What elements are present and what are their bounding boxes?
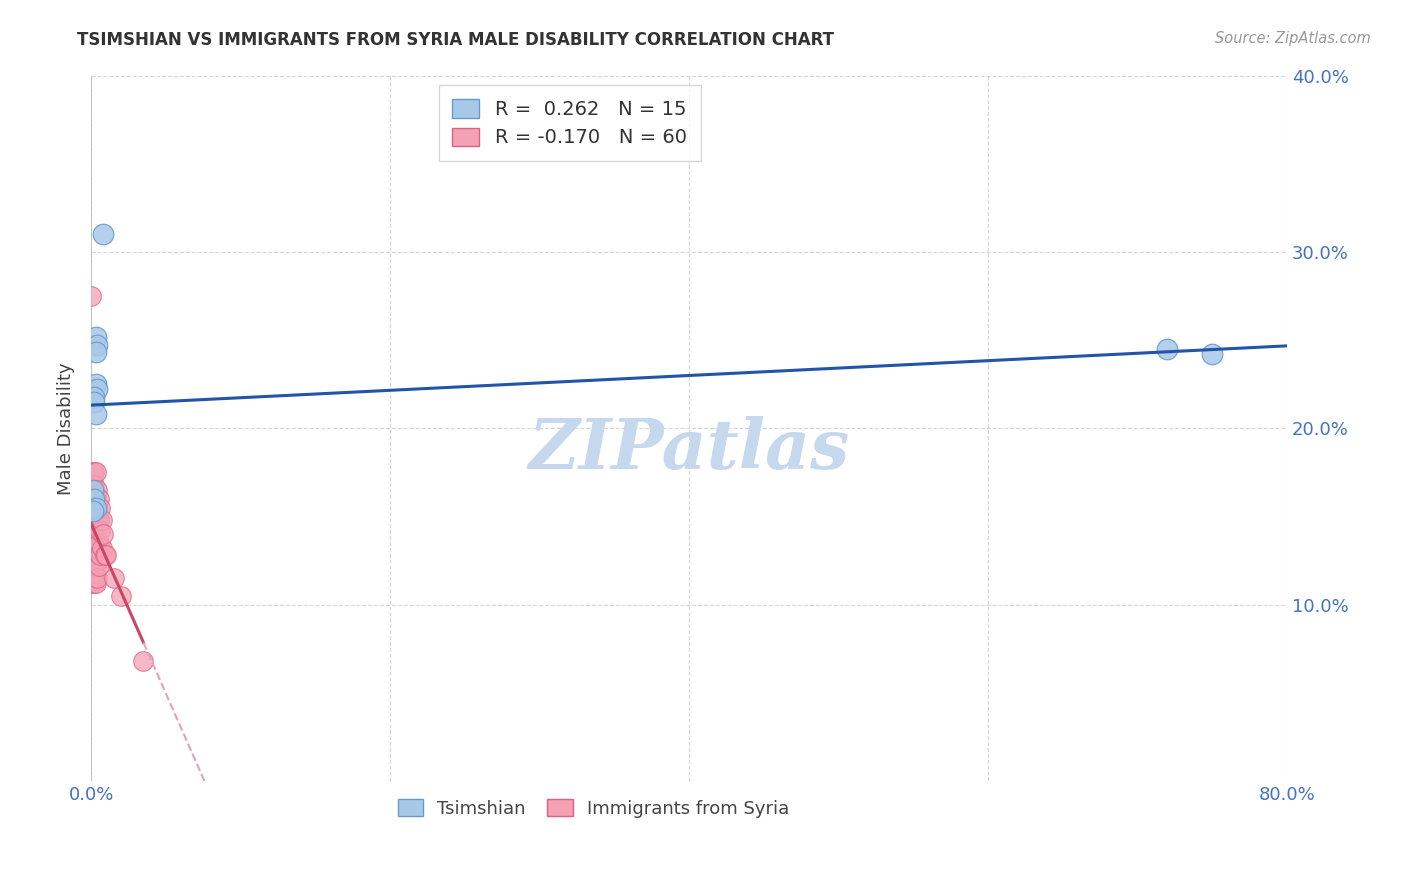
Point bbox=[82, 527, 104, 541]
Point bbox=[82, 513, 104, 527]
Point bbox=[82, 504, 104, 518]
Point bbox=[82, 566, 104, 580]
Point bbox=[82, 536, 104, 550]
Point bbox=[83, 477, 105, 491]
Point bbox=[86, 500, 108, 515]
Point bbox=[80, 558, 103, 573]
Point bbox=[86, 541, 108, 556]
Text: Source: ZipAtlas.com: Source: ZipAtlas.com bbox=[1215, 31, 1371, 46]
Point bbox=[82, 558, 104, 573]
Point bbox=[1156, 342, 1178, 356]
Point bbox=[103, 571, 125, 585]
Point bbox=[94, 548, 117, 562]
Point bbox=[132, 654, 155, 668]
Point bbox=[83, 566, 105, 580]
Point bbox=[86, 338, 108, 352]
Point bbox=[86, 383, 108, 397]
Point bbox=[84, 500, 107, 515]
Point bbox=[80, 566, 103, 580]
Point bbox=[1201, 347, 1223, 361]
Point bbox=[84, 377, 107, 392]
Point bbox=[91, 527, 114, 541]
Point bbox=[83, 541, 105, 556]
Point bbox=[86, 571, 108, 585]
Point bbox=[83, 553, 105, 567]
Point bbox=[80, 527, 103, 541]
Point bbox=[83, 394, 105, 409]
Point bbox=[84, 466, 107, 480]
Text: ZIPatlas: ZIPatlas bbox=[529, 416, 849, 483]
Point bbox=[82, 483, 104, 497]
Point bbox=[83, 390, 105, 404]
Point bbox=[82, 548, 104, 562]
Point bbox=[83, 491, 105, 506]
Legend: Tsimshian, Immigrants from Syria: Tsimshian, Immigrants from Syria bbox=[391, 792, 797, 825]
Point bbox=[89, 500, 111, 515]
Point bbox=[83, 513, 105, 527]
Point bbox=[84, 541, 107, 556]
Point bbox=[83, 576, 105, 591]
Point bbox=[87, 513, 110, 527]
Point bbox=[84, 407, 107, 421]
Point bbox=[84, 488, 107, 502]
Point bbox=[82, 553, 104, 567]
Point bbox=[82, 541, 104, 556]
Point bbox=[87, 536, 110, 550]
Point bbox=[89, 524, 111, 538]
Point bbox=[84, 513, 107, 527]
Point bbox=[84, 329, 107, 343]
Point bbox=[93, 548, 115, 562]
Point bbox=[80, 289, 103, 303]
Point bbox=[80, 551, 103, 566]
Point bbox=[82, 571, 104, 585]
Point bbox=[90, 541, 112, 556]
Point bbox=[82, 483, 104, 497]
Point bbox=[80, 545, 103, 559]
Point bbox=[84, 576, 107, 591]
Point bbox=[87, 558, 110, 573]
Point bbox=[82, 466, 104, 480]
Point bbox=[87, 491, 110, 506]
Point bbox=[83, 500, 105, 515]
Point bbox=[82, 531, 104, 545]
Point bbox=[86, 553, 108, 567]
Point bbox=[84, 345, 107, 359]
Point bbox=[82, 500, 104, 515]
Point bbox=[91, 227, 114, 242]
Point bbox=[86, 513, 108, 527]
Point bbox=[86, 483, 108, 497]
Point bbox=[82, 562, 104, 576]
Point bbox=[90, 513, 112, 527]
Text: TSIMSHIAN VS IMMIGRANTS FROM SYRIA MALE DISABILITY CORRELATION CHART: TSIMSHIAN VS IMMIGRANTS FROM SYRIA MALE … bbox=[77, 31, 834, 49]
Point bbox=[83, 466, 105, 480]
Y-axis label: Male Disability: Male Disability bbox=[58, 362, 75, 494]
Point bbox=[84, 500, 107, 515]
Point bbox=[110, 589, 132, 603]
Point bbox=[84, 531, 107, 545]
Point bbox=[82, 491, 104, 506]
Point bbox=[89, 548, 111, 562]
Point bbox=[80, 576, 103, 591]
Point bbox=[84, 558, 107, 573]
Point bbox=[83, 531, 105, 545]
